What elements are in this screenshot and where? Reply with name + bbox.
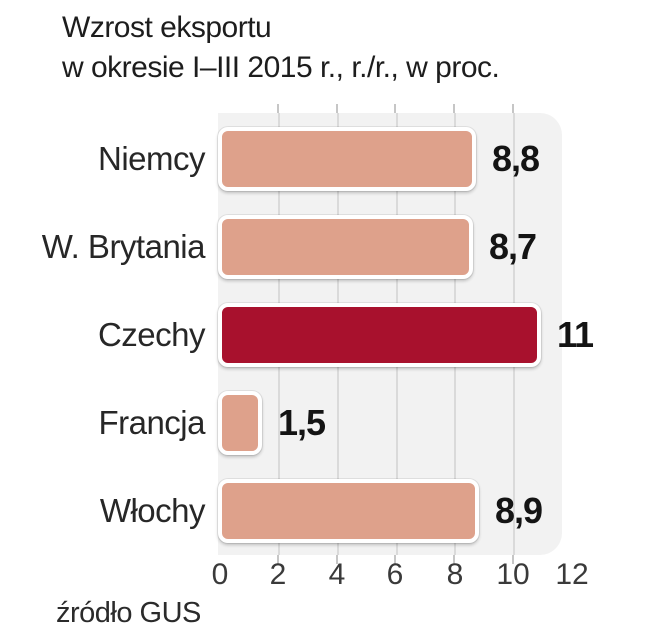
- x-axis-label-12: 12: [555, 558, 589, 591]
- axis-tick-bottom-6: [394, 555, 396, 564]
- category-label-w-brytania: W. Brytania: [41, 228, 206, 265]
- axis-tick-top-2: [277, 104, 279, 113]
- bar-niemcy: [218, 127, 476, 191]
- x-axis-label-10: 10: [496, 558, 530, 591]
- value-label-wlochy: 8,9: [495, 490, 543, 531]
- x-axis-label-2: 2: [269, 558, 287, 591]
- category-label-czechy: Czechy: [97, 316, 206, 353]
- bar-francja: [218, 391, 262, 455]
- value-label-w-brytania: 8,7: [489, 226, 537, 267]
- bar-wlochy: [218, 479, 479, 543]
- value-label-francja: 1,5: [278, 402, 326, 443]
- axis-tick-top-8: [453, 104, 455, 113]
- x-axis-label-0: 0: [211, 558, 229, 591]
- category-label-niemcy: Niemcy: [97, 140, 206, 177]
- axis-tick-bottom-10: [512, 555, 514, 564]
- category-label-francja: Francja: [98, 404, 205, 441]
- chart-title: Wzrost eksportu w okresie I–III 2015 r.,…: [62, 8, 500, 88]
- x-axis-label-8: 8: [446, 558, 464, 591]
- bar-czechy-highlighted: [218, 303, 541, 367]
- axis-tick-bottom-4: [336, 555, 338, 564]
- source-label: źródło GUS: [56, 597, 201, 629]
- axis-tick-bottom-8: [453, 555, 455, 564]
- x-axis-label-6: 6: [386, 558, 404, 591]
- axis-tick-top-10: [512, 104, 514, 113]
- category-label-wlochy: Włochy: [99, 492, 206, 529]
- chart-title-line2: w okresie I–III 2015 r., r./r., w proc.: [62, 51, 500, 84]
- chart-title-line1: Wzrost eksportu: [62, 11, 272, 44]
- axis-tick-bottom-2: [277, 555, 279, 564]
- axis-tick-top-6: [394, 104, 396, 113]
- axis-tick-top-4: [336, 104, 338, 113]
- bar-w-brytania: [218, 215, 473, 279]
- value-label-niemcy: 8,8: [492, 138, 540, 179]
- value-label-czechy: 11: [557, 314, 594, 355]
- x-axis-label-4: 4: [328, 558, 346, 591]
